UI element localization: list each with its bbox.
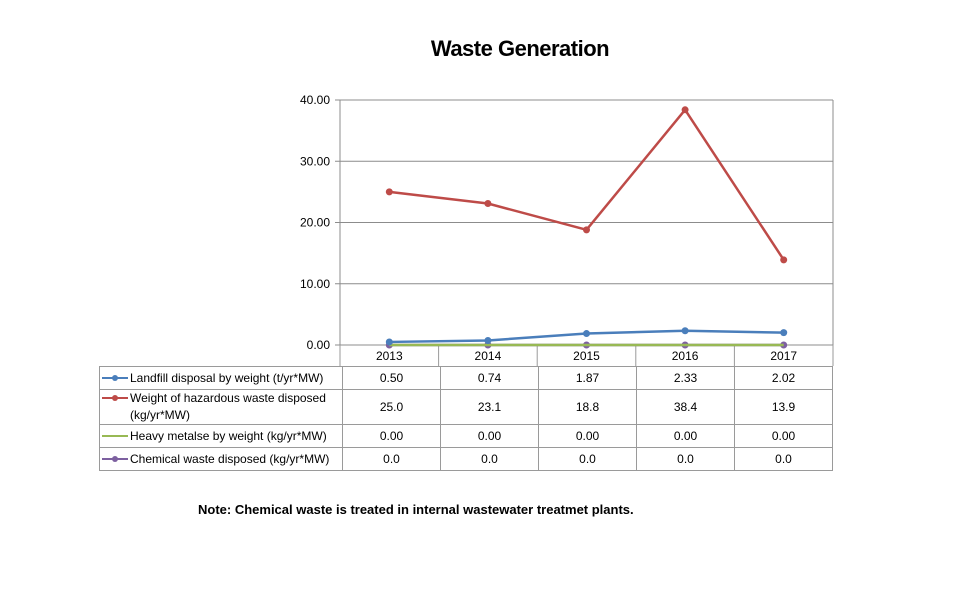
table-cell: 25.0	[342, 389, 441, 425]
y-tick-label: 0.00	[307, 338, 331, 352]
table-cell: 2.33	[636, 366, 735, 390]
series-line	[389, 108, 785, 261]
series-lines	[385, 106, 788, 349]
data-table: Landfill disposal by weight (t/yr*MW) 0.5…	[99, 366, 833, 471]
table-cell: 13.9	[734, 389, 833, 425]
table-cell: 0.00	[734, 424, 833, 448]
data-point	[780, 329, 788, 337]
data-point	[484, 336, 492, 344]
data-point	[484, 200, 492, 208]
table-cell: 0.00	[636, 424, 735, 448]
legend-label: Weight of hazardous waste disposed (kg/y…	[130, 391, 326, 422]
legend-label: Landfill disposal by weight (t/yr*MW)	[130, 370, 324, 385]
table-cell: 38.4	[636, 389, 735, 425]
table-row: Chemical waste disposed (kg/yr*MW) 0.0 0.0…	[99, 447, 833, 471]
data-point	[385, 188, 393, 196]
table-row: Landfill disposal by weight (t/yr*MW) 0.5…	[99, 366, 833, 390]
table-cell: 0.74	[440, 366, 539, 390]
y-tick-label: 10.00	[300, 277, 330, 291]
table-cell: 0.0	[636, 447, 735, 471]
x-tick-label: 2017	[770, 349, 797, 363]
data-point	[681, 327, 689, 335]
legend-label: Heavy metalse by weight (kg/yr*MW)	[130, 428, 327, 443]
gridlines	[335, 99, 834, 366]
legend-key	[102, 455, 128, 463]
legend-entry: Chemical waste disposed (kg/yr*MW)	[99, 447, 343, 471]
y-tick-label: 20.00	[300, 216, 330, 230]
table-cell: 1.87	[538, 366, 637, 390]
table-cell: 0.00	[440, 424, 539, 448]
legend-entry: Weight of hazardous waste disposed (kg/y…	[99, 389, 343, 425]
table-cell: 0.50	[342, 366, 441, 390]
x-tick-label: 2015	[573, 349, 600, 363]
table-row: Heavy metalse by weight (kg/yr*MW) 0.00 0.…	[99, 424, 833, 448]
data-point	[780, 256, 788, 264]
y-axis-ticks: 0.00 10.00 20.00 30.00 40.00	[300, 93, 330, 352]
table-cell: 0.00	[342, 424, 441, 448]
data-point	[385, 338, 393, 346]
data-point	[583, 226, 590, 234]
table-cell: 18.8	[538, 389, 637, 425]
x-tick-label: 2014	[475, 349, 502, 363]
table-cell: 0.0	[734, 447, 833, 471]
chart-title: Waste Generation	[430, 36, 610, 61]
legend-key	[102, 374, 128, 382]
table-row: Weight of hazardous waste disposed (kg/y…	[99, 389, 833, 425]
data-point	[583, 330, 590, 338]
data-point	[681, 106, 689, 114]
note-text: Note: Chemical waste is treated in inter…	[198, 502, 634, 517]
table-cell: 0.00	[538, 424, 637, 448]
table-cell: 0.0	[538, 447, 637, 471]
y-tick-label: 40.00	[300, 93, 330, 107]
table-cell: 23.1	[440, 389, 539, 425]
x-tick-label: 2013	[376, 349, 403, 363]
legend-entry: Landfill disposal by weight (t/yr*MW)	[99, 366, 343, 390]
x-axis-ticks: 2013 2014 2015 2016 2017	[376, 349, 797, 363]
legend-key	[102, 432, 128, 440]
table-cell: 2.02	[734, 366, 833, 390]
legend-label: Chemical waste disposed (kg/yr*MW)	[130, 451, 330, 466]
legend-entry: Heavy metalse by weight (kg/yr*MW)	[99, 424, 343, 448]
y-tick-label: 30.00	[300, 154, 330, 168]
table-cell: 0.0	[342, 447, 441, 471]
x-tick-label: 2016	[672, 349, 699, 363]
legend-key	[102, 394, 128, 402]
table-cell: 0.0	[440, 447, 539, 471]
